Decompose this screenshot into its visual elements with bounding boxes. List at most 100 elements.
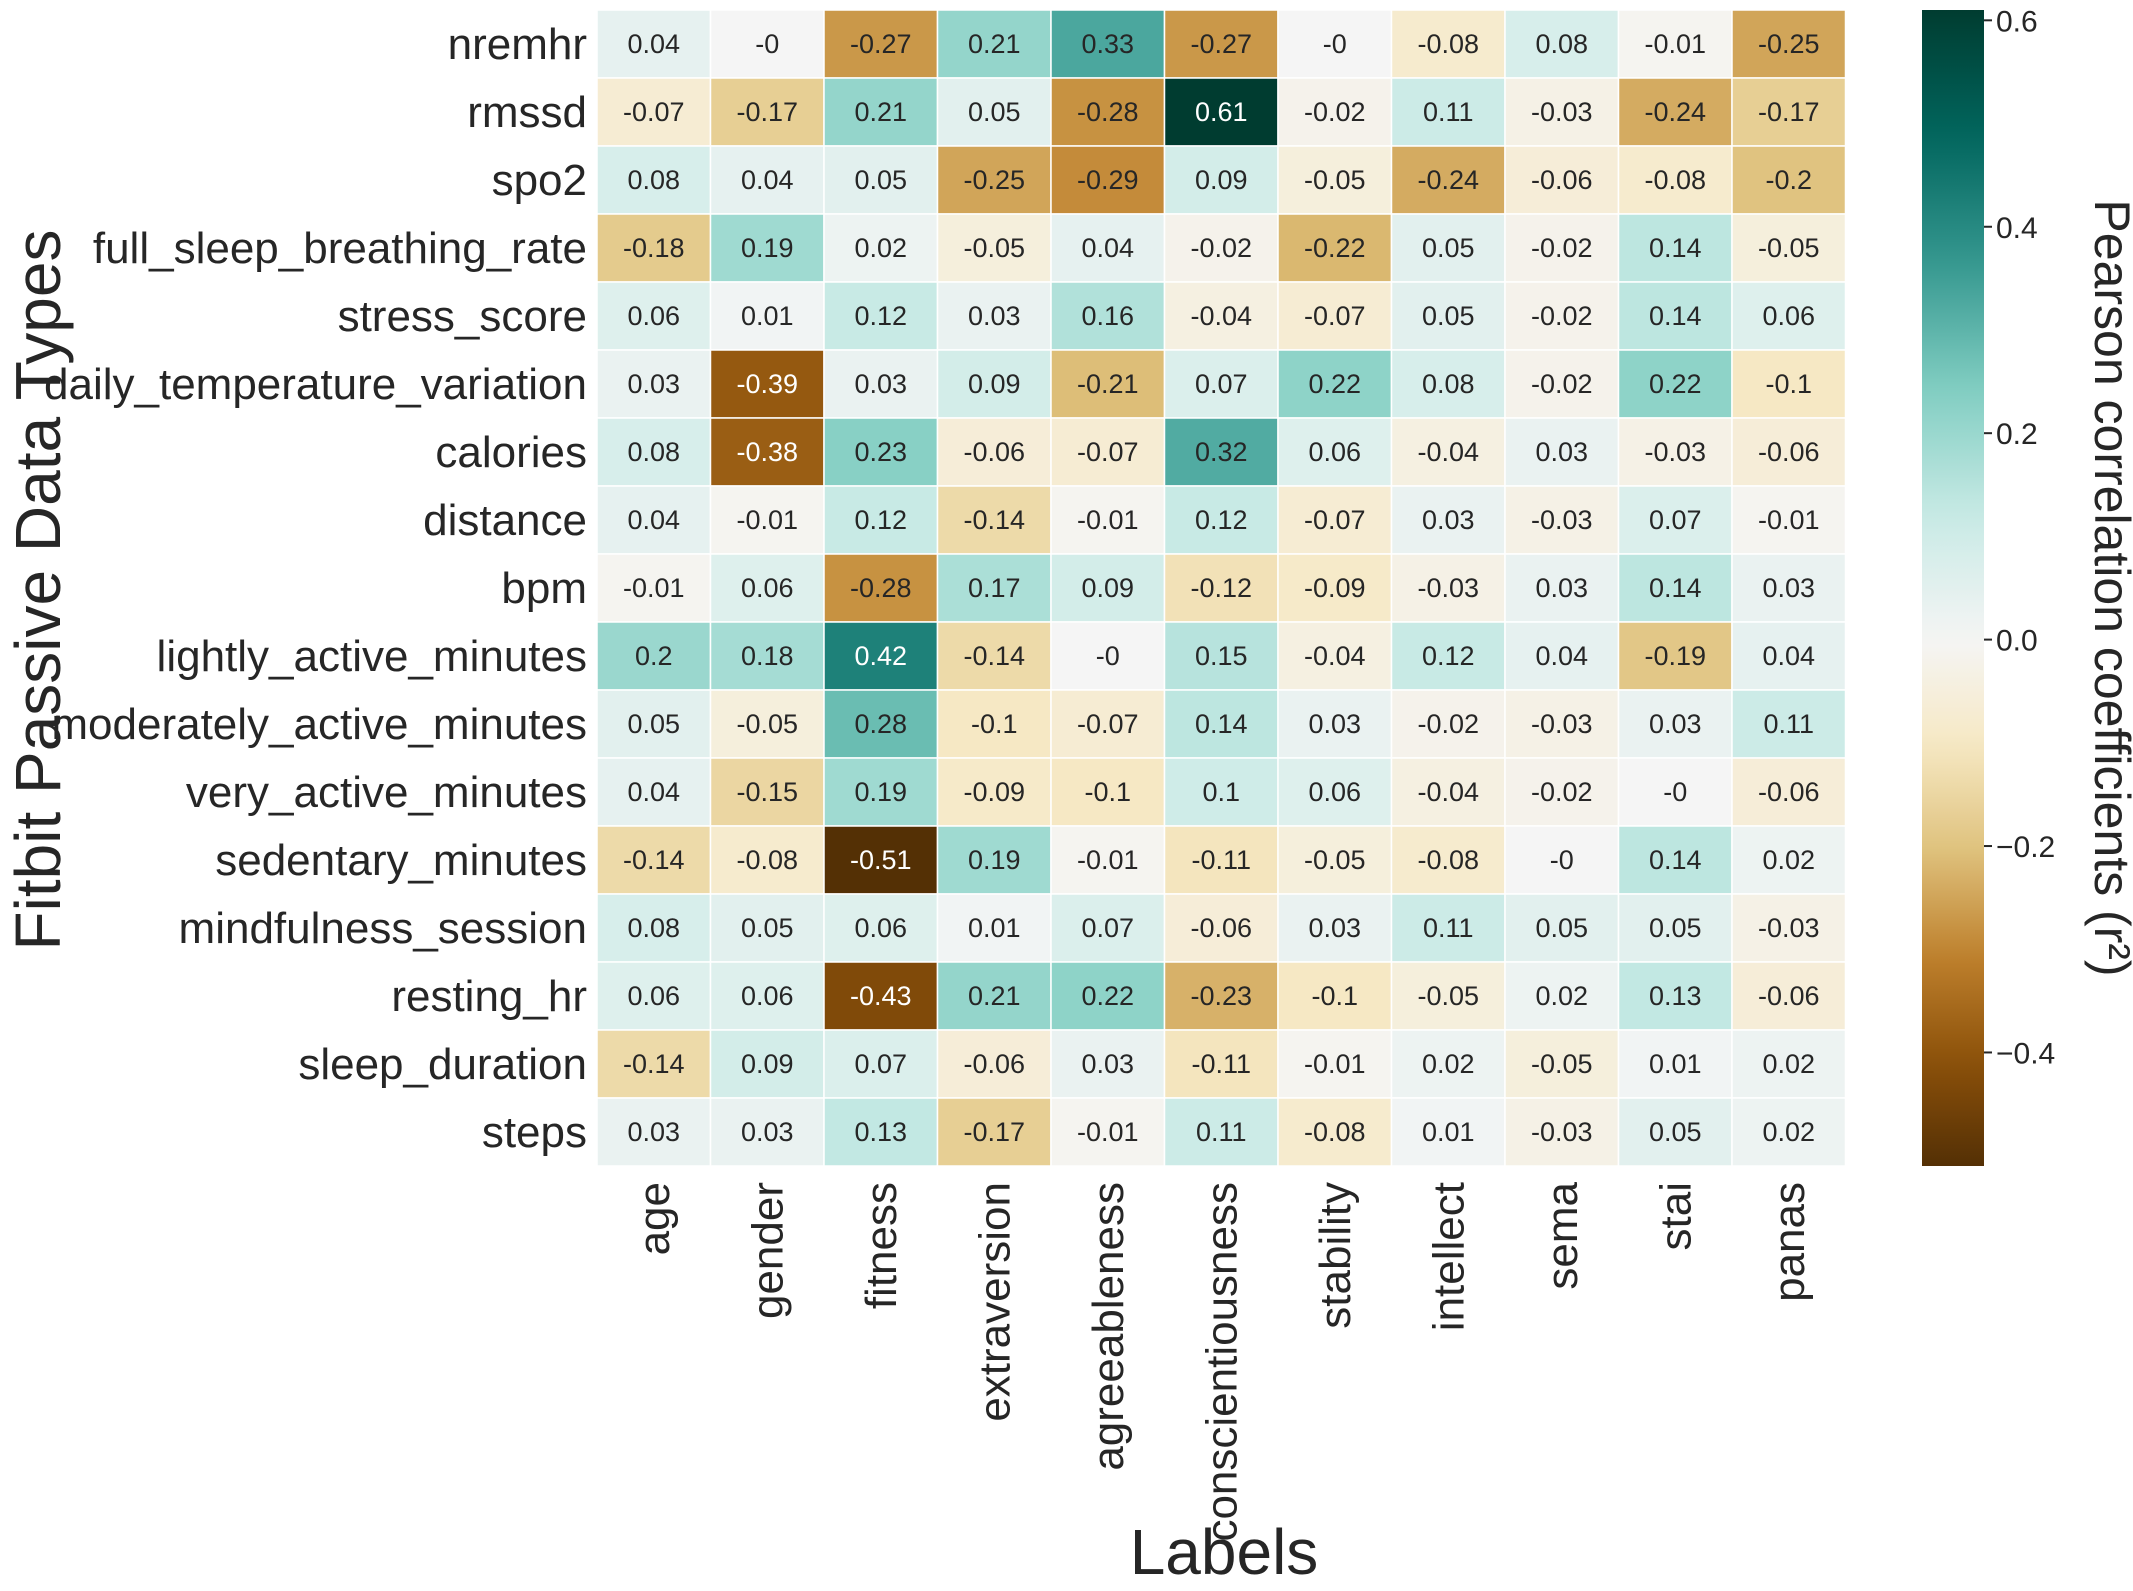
cell-value-label: 0.08 bbox=[627, 913, 680, 943]
cell-value-label: -0.01 bbox=[736, 505, 798, 535]
cell-value-label: 0.09 bbox=[741, 1049, 794, 1079]
heatmap-cell bbox=[1390, 553, 1506, 623]
heatmap-cell bbox=[936, 417, 1052, 487]
heatmap-cell bbox=[1731, 77, 1847, 147]
heatmap-cell bbox=[1277, 961, 1393, 1031]
cell-value-label: -0.02 bbox=[1531, 369, 1593, 399]
cell-value-label: 0.02 bbox=[1535, 981, 1588, 1011]
heatmap-cell bbox=[936, 349, 1052, 419]
cell-value-label: 0.04 bbox=[627, 505, 680, 535]
cell-value-label: -0.2 bbox=[1765, 165, 1812, 195]
row-label: moderately_active_minutes bbox=[51, 700, 587, 749]
cell-value-label: 0.03 bbox=[741, 1117, 794, 1147]
cell-value-label: 0.17 bbox=[968, 573, 1021, 603]
heatmap-cell bbox=[1050, 145, 1166, 215]
heatmap-cell bbox=[936, 213, 1052, 283]
column-label: gender bbox=[743, 1182, 792, 1319]
cell-value-label: 0.21 bbox=[968, 981, 1021, 1011]
heatmap-cell-labels: 0.04 -0 -0.27 0.21 0.33 -0.27 -0 -0.08 0.08 -0.01… bbox=[623, 29, 1820, 1147]
cell-value-label: 0.13 bbox=[854, 1117, 907, 1147]
cell-value-label: 0.19 bbox=[741, 233, 794, 263]
cell-value-label: 0.03 bbox=[1308, 709, 1361, 739]
heatmap-cell bbox=[709, 961, 825, 1031]
row-label: full_sleep_breathing_rate bbox=[93, 224, 587, 273]
cell-value-label: -0 bbox=[755, 29, 779, 59]
cell-value-label: 0.05 bbox=[1422, 301, 1475, 331]
cell-value-label: 0.05 bbox=[968, 97, 1021, 127]
heatmap-cell bbox=[823, 213, 939, 283]
cell-value-label: 0.03 bbox=[1535, 573, 1588, 603]
row-label: calories bbox=[435, 428, 587, 477]
cell-value-label: -0.05 bbox=[963, 233, 1025, 263]
cell-value-label: -0.01 bbox=[1758, 505, 1820, 535]
cell-value-label: -0.08 bbox=[1417, 845, 1479, 875]
heatmap-cell bbox=[1050, 893, 1166, 963]
heatmap-cell bbox=[1050, 485, 1166, 555]
heatmap-cell bbox=[823, 9, 939, 79]
cell-value-label: -0.39 bbox=[736, 369, 798, 399]
cell-value-label: -0.02 bbox=[1304, 97, 1366, 127]
cell-value-label: -0.11 bbox=[1191, 1049, 1251, 1079]
cell-value-label: -0.11 bbox=[1191, 845, 1251, 875]
cell-value-label: -0.09 bbox=[963, 777, 1025, 807]
cell-value-label: -0.08 bbox=[1304, 1117, 1366, 1147]
cell-value-label: 0.33 bbox=[1081, 29, 1134, 59]
cell-value-label: -0 bbox=[1550, 845, 1574, 875]
heatmap-cell bbox=[1050, 1097, 1166, 1167]
heatmap-cell bbox=[1731, 621, 1847, 691]
cell-value-label: 0.03 bbox=[627, 1117, 680, 1147]
heatmap-cell bbox=[1504, 281, 1620, 351]
heatmap-cell bbox=[936, 893, 1052, 963]
cell-value-label: 0.08 bbox=[627, 165, 680, 195]
heatmap-cell bbox=[596, 757, 712, 827]
cell-value-label: 0.03 bbox=[968, 301, 1021, 331]
heatmap-cell bbox=[1617, 961, 1733, 1031]
row-label: resting_hr bbox=[391, 972, 587, 1021]
heatmap-cell bbox=[1731, 689, 1847, 759]
heatmap-cell bbox=[1731, 961, 1847, 1031]
heatmap-cell bbox=[1504, 213, 1620, 283]
cell-value-label: -0.04 bbox=[1304, 641, 1366, 671]
row-label: daily_temperature_variation bbox=[44, 360, 587, 409]
heatmap-cell bbox=[1731, 213, 1847, 283]
heatmap-cell bbox=[1050, 757, 1166, 827]
cell-value-label: -0.02 bbox=[1531, 233, 1593, 263]
heatmap-cell bbox=[1731, 145, 1847, 215]
heatmap-cell bbox=[1504, 417, 1620, 487]
cell-value-label: -0.08 bbox=[1417, 29, 1479, 59]
heatmap-cell bbox=[1050, 281, 1166, 351]
cell-value-label: 0.06 bbox=[627, 301, 680, 331]
cell-value-label: 0.02 bbox=[854, 233, 907, 263]
heatmap-cell bbox=[1617, 485, 1733, 555]
cell-value-label: 0.06 bbox=[627, 981, 680, 1011]
cell-value-label: 0.19 bbox=[854, 777, 907, 807]
cell-value-label: 0.05 bbox=[1422, 233, 1475, 263]
cell-value-label: -0.15 bbox=[736, 777, 798, 807]
heatmap-cell bbox=[1163, 349, 1279, 419]
heatmap-cell bbox=[823, 77, 939, 147]
cell-value-label: 0.03 bbox=[627, 369, 680, 399]
heatmap-cell bbox=[1390, 485, 1506, 555]
cell-value-label: 0.03 bbox=[1308, 913, 1361, 943]
cell-value-label: 0.05 bbox=[741, 913, 794, 943]
heatmap-cell bbox=[1504, 621, 1620, 691]
cell-value-label: 0.12 bbox=[854, 505, 907, 535]
heatmap-cell bbox=[936, 621, 1052, 691]
heatmap-cell bbox=[1277, 485, 1393, 555]
cell-value-label: -0.01 bbox=[1077, 845, 1139, 875]
cell-value-label: -0.1 bbox=[1765, 369, 1812, 399]
colorbar-tick-label: 0.2 bbox=[1996, 418, 2038, 451]
colorbar-ticks: 0.6 0.4 0.2 0.0 −0.2 −0.4 bbox=[1984, 5, 2055, 1070]
cell-value-label: -0.03 bbox=[1531, 709, 1593, 739]
cell-value-label: 0.02 bbox=[1762, 1049, 1815, 1079]
cell-value-label: 0.12 bbox=[1195, 505, 1248, 535]
cell-value-label: -0.06 bbox=[1758, 981, 1820, 1011]
cell-value-label: -0.14 bbox=[623, 845, 685, 875]
heatmap-cell bbox=[1617, 553, 1733, 623]
heatmap-cell bbox=[709, 689, 825, 759]
cell-value-label: 0.07 bbox=[1195, 369, 1248, 399]
heatmap-cell bbox=[1163, 825, 1279, 895]
cell-value-label: 0.04 bbox=[741, 165, 794, 195]
cell-value-label: 0.03 bbox=[1649, 709, 1702, 739]
cell-value-label: -0.05 bbox=[1417, 981, 1479, 1011]
